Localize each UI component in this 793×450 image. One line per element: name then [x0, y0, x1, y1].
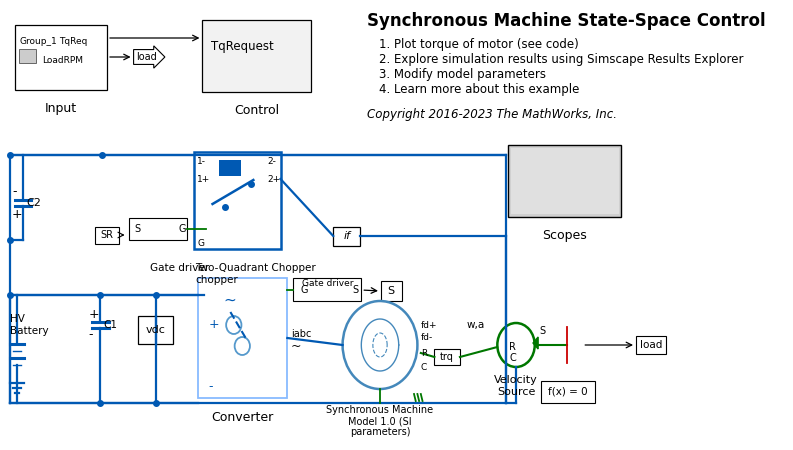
Text: Input: Input	[45, 102, 77, 115]
Text: iabc: iabc	[291, 329, 311, 339]
Text: ~: ~	[224, 293, 236, 308]
Text: Synchronous Machine: Synchronous Machine	[327, 405, 434, 415]
Text: -: -	[88, 328, 93, 342]
FancyBboxPatch shape	[636, 336, 666, 354]
Text: Scopes: Scopes	[542, 229, 588, 242]
Text: ~: ~	[291, 339, 301, 352]
FancyBboxPatch shape	[381, 281, 402, 301]
FancyBboxPatch shape	[508, 145, 622, 217]
Text: vdc: vdc	[146, 325, 166, 335]
Text: Gate driver: Gate driver	[301, 279, 353, 288]
Text: G: G	[197, 239, 205, 248]
Text: 1. Plot torque of motor (see code): 1. Plot torque of motor (see code)	[379, 38, 579, 51]
Text: Gate driver: Gate driver	[150, 263, 209, 273]
Text: Model 1.0 (SI: Model 1.0 (SI	[348, 416, 412, 426]
Text: 2-: 2-	[267, 157, 276, 166]
Text: Two-Quadrant Chopper: Two-Quadrant Chopper	[196, 263, 316, 273]
Text: S: S	[134, 224, 140, 234]
Text: +: +	[209, 318, 219, 331]
Text: w,a: w,a	[467, 320, 485, 330]
Text: fd-: fd-	[421, 333, 433, 342]
Text: TqReq: TqReq	[59, 37, 88, 46]
Text: Copyright 2016-2023 The MathWorks, Inc.: Copyright 2016-2023 The MathWorks, Inc.	[367, 108, 617, 121]
Text: S: S	[353, 285, 359, 295]
Text: C2: C2	[26, 198, 41, 208]
FancyBboxPatch shape	[220, 160, 241, 176]
FancyBboxPatch shape	[541, 381, 595, 403]
Text: parameters): parameters)	[350, 427, 410, 437]
Text: SR: SR	[101, 230, 113, 240]
Text: Velocity: Velocity	[494, 375, 538, 385]
Text: HV: HV	[10, 314, 25, 324]
FancyBboxPatch shape	[202, 20, 311, 92]
Text: 3. Modify model parameters: 3. Modify model parameters	[379, 68, 546, 81]
Text: Control: Control	[234, 104, 279, 117]
Text: +: +	[12, 207, 22, 220]
Text: Converter: Converter	[212, 411, 274, 424]
Text: Battery: Battery	[10, 326, 49, 336]
Text: Group_1: Group_1	[20, 37, 57, 46]
Text: chopper: chopper	[196, 275, 238, 285]
FancyBboxPatch shape	[511, 148, 619, 214]
FancyBboxPatch shape	[198, 278, 287, 398]
Text: f(x) = 0: f(x) = 0	[548, 387, 588, 397]
Text: G: G	[300, 285, 308, 295]
FancyBboxPatch shape	[435, 349, 460, 365]
Text: fd+: fd+	[421, 320, 437, 329]
Text: Synchronous Machine State-Space Control: Synchronous Machine State-Space Control	[367, 12, 766, 30]
FancyBboxPatch shape	[293, 278, 362, 301]
FancyBboxPatch shape	[15, 25, 107, 90]
Text: 4. Learn more about this example: 4. Learn more about this example	[379, 83, 580, 96]
Text: C: C	[509, 353, 516, 363]
Text: R: R	[421, 348, 427, 357]
FancyBboxPatch shape	[19, 49, 36, 63]
Text: -: -	[209, 380, 213, 393]
Text: 2+: 2+	[267, 175, 280, 184]
Text: load: load	[640, 340, 662, 350]
Text: C1: C1	[104, 320, 117, 330]
Text: TqRequest: TqRequest	[211, 40, 274, 53]
Text: G: G	[178, 224, 186, 234]
Text: 1+: 1+	[197, 175, 210, 184]
FancyBboxPatch shape	[129, 218, 187, 240]
FancyBboxPatch shape	[333, 227, 361, 246]
Text: load: load	[136, 52, 157, 62]
Text: 2. Explore simulation results using Simscape Results Explorer: 2. Explore simulation results using Sims…	[379, 53, 744, 66]
Text: trq: trq	[440, 352, 454, 362]
Text: R: R	[509, 342, 516, 352]
Text: 1-: 1-	[197, 157, 206, 166]
FancyBboxPatch shape	[193, 152, 281, 249]
Text: S: S	[388, 286, 395, 296]
Text: C: C	[421, 363, 427, 372]
Text: -: -	[12, 185, 17, 198]
Text: Source: Source	[497, 387, 535, 397]
Text: S: S	[540, 326, 546, 336]
Text: if: if	[343, 231, 351, 241]
Polygon shape	[533, 337, 538, 349]
FancyBboxPatch shape	[95, 227, 119, 244]
Text: +: +	[88, 309, 99, 321]
Text: LoadRPM: LoadRPM	[43, 56, 83, 65]
FancyBboxPatch shape	[138, 316, 174, 344]
